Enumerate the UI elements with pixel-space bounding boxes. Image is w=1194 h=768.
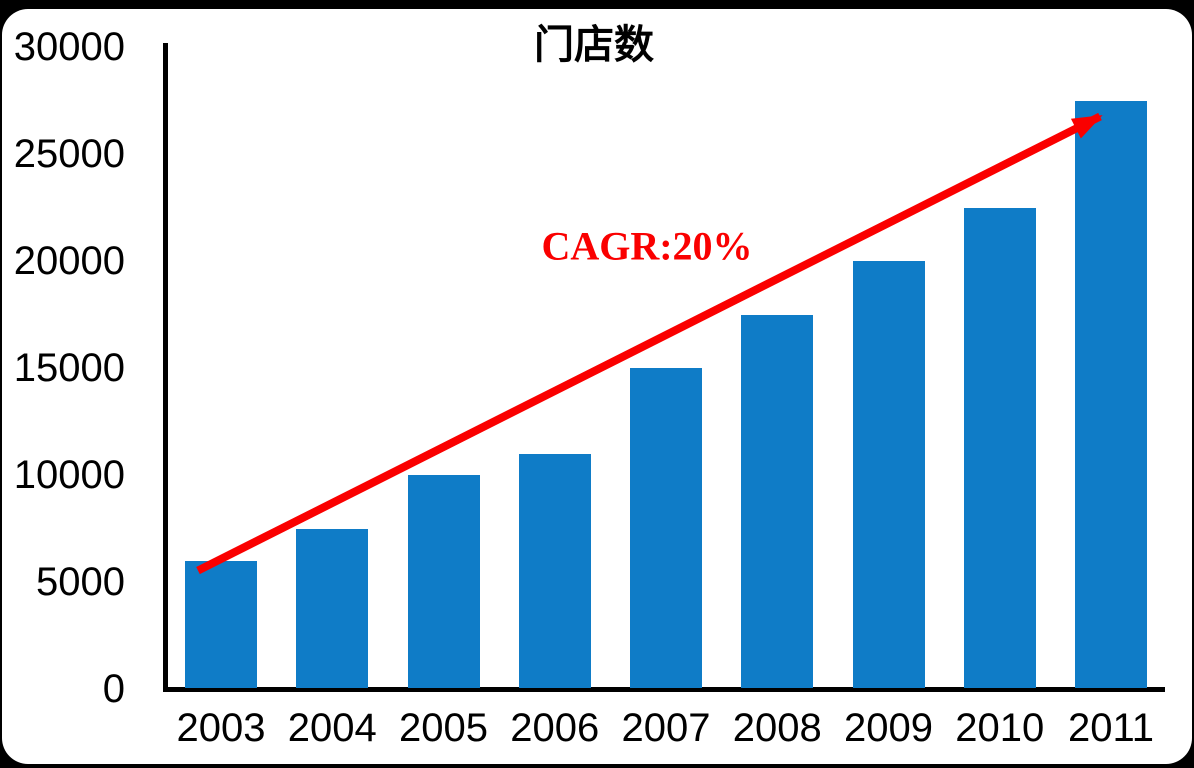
x-tick-label: 2011 (1067, 706, 1155, 750)
bar-2009 (852, 261, 925, 688)
x-tick-label: 2004 (287, 706, 377, 750)
x-tick-label: 2003 (176, 706, 266, 750)
x-tick-label: 2007 (621, 706, 711, 750)
y-tick-label: 0 (102, 667, 125, 711)
x-axis-line (163, 687, 1165, 692)
bar-2003 (185, 560, 257, 688)
x-tick-label: 2009 (844, 706, 933, 750)
y-tick-label: 30000 (13, 25, 125, 69)
y-axis-line (163, 43, 168, 692)
bar-2005 (407, 475, 480, 688)
y-tick-label: 10000 (13, 453, 125, 497)
bar-2008 (741, 314, 814, 688)
bar-2010 (963, 207, 1036, 688)
chart-title: 门店数 (534, 23, 654, 67)
cagr-annotation: CAGR:20% (541, 223, 753, 269)
y-tick-label: 25000 (13, 132, 125, 176)
x-tick-label: 2005 (399, 706, 488, 750)
y-tick-label: 15000 (13, 346, 125, 390)
x-tick-label: 2006 (510, 706, 600, 750)
bar-2011 (1075, 100, 1147, 688)
x-tick-label: 2010 (955, 706, 1045, 750)
x-tick-label: 2008 (732, 706, 822, 750)
bar-2004 (296, 528, 369, 688)
y-tick-label: 5000 (36, 560, 125, 604)
bar-2007 (630, 368, 702, 688)
bar-2006 (518, 453, 591, 688)
y-tick-label: 20000 (13, 239, 125, 283)
